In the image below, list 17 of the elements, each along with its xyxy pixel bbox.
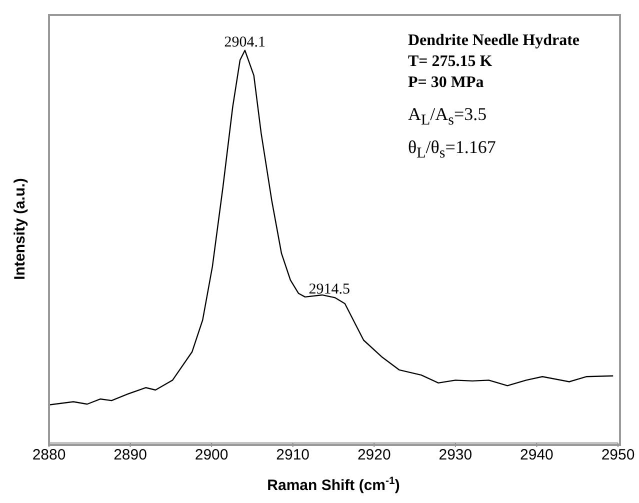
x-tick-label: 2930 <box>438 446 472 464</box>
x-tick-label: 2920 <box>357 446 391 464</box>
annotation: A$_{L}$/A$_{s}$=3.5 <box>408 103 488 131</box>
annotation: 2914.5 <box>308 282 350 298</box>
x-tick-label: 2950 <box>601 446 635 464</box>
annotation: θ$_{L}$/θ$_{s}$=1.167 <box>408 136 497 164</box>
x-tick-label: 2940 <box>520 446 554 464</box>
text: Dendrite Needle Hydrate <box>408 31 580 51</box>
x-tick-label: 2880 <box>32 446 66 464</box>
annotation: T= 275.15 K <box>408 52 494 72</box>
x-tick-label: 2910 <box>276 446 310 464</box>
x-tick-label: 2900 <box>194 446 228 464</box>
y-axis-title: Intensity (a.u.) <box>12 178 28 280</box>
x-tick-label: 2890 <box>114 446 147 464</box>
annotation: P= 30 MPa <box>408 73 485 93</box>
x-axis-title: Raman Shift (cm$^{-1}$) <box>267 475 400 494</box>
annotation: 2904.1 <box>224 34 266 50</box>
